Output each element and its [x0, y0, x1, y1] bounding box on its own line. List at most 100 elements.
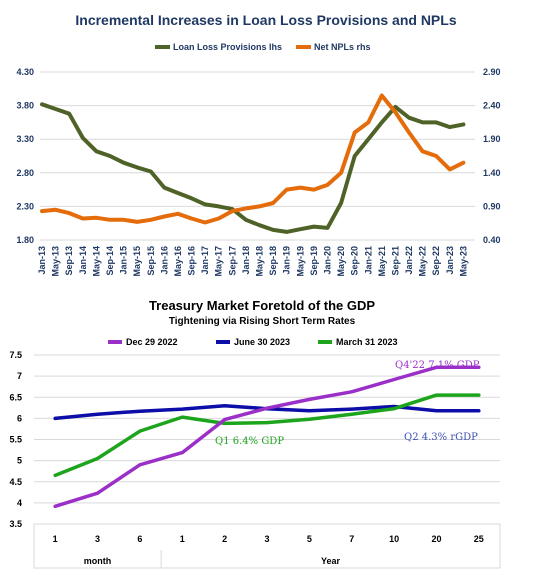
chart1-npl-point: [176, 212, 180, 215]
chart2-y-tick-label: 4: [17, 498, 22, 508]
chart1-x-tick-label: Sep-16: [187, 246, 197, 276]
chart2-mar-2023-point: [180, 415, 184, 419]
chart1-llp-point: [217, 205, 220, 208]
chart2-y-tick-label: 3.5: [9, 519, 22, 529]
legend-llp-label: Loan Loss Provisions lhs: [173, 42, 282, 52]
chart2-group-label-month: month: [84, 556, 112, 566]
chart2-jun-2023-point: [53, 416, 57, 420]
chart1-x-tick-label: Sep-13: [64, 246, 74, 276]
chart2-jun-2023-point: [435, 409, 438, 413]
chart1-x-tick-label: May-17: [214, 246, 224, 277]
chart1-npl-point: [122, 218, 125, 221]
chart2-dec-2022-point: [392, 378, 396, 381]
chart2-group-label-year: Year: [321, 556, 341, 566]
chart1-x-tick-label: Jan-23: [445, 246, 455, 275]
chart2-x-axis: 1 3 6 1 2 3 5 7 10 20 25 month Year: [33, 523, 501, 569]
chart1-llp-point: [407, 116, 411, 119]
chart2-dec-2022-point: [180, 451, 184, 455]
chart1-x-tick-label: Jan-17: [200, 246, 210, 275]
chart1-llp-point: [163, 186, 166, 189]
chart2-y-axis: 3.5 4 4.5 5 5.5 6 6.5 7 7.5: [9, 350, 22, 529]
chart2-jun-2023-point: [180, 407, 184, 411]
chart2-x-tick-label: 3: [95, 534, 100, 544]
chart1-llp-point: [81, 136, 85, 140]
chart1-npl-point: [312, 188, 316, 191]
chart1-npl-point: [285, 188, 288, 191]
chart1-npl-point: [68, 211, 71, 215]
chart1-llp-point: [95, 150, 98, 153]
chart1-npl-point: [448, 168, 451, 171]
chart2-dec-2022-point: [435, 365, 438, 369]
chart2-dec-2022-point: [53, 504, 57, 508]
chart2-jun-2023-point: [138, 409, 142, 413]
legend-dec-label: Dec 29 2022: [126, 337, 178, 347]
chart1-npl-point: [380, 94, 383, 97]
chart2-x-tick-label: 6: [137, 534, 142, 544]
chart1-llp-point: [367, 138, 370, 141]
chart1-llp-point: [339, 201, 343, 205]
chart1-x-tick-label: Sep-18: [268, 246, 278, 276]
chart1-npl-point: [462, 161, 465, 164]
chart1-npl-point: [54, 208, 57, 211]
chart2-x-tick-label: 1: [53, 534, 58, 544]
chart1-llp-point: [394, 105, 397, 109]
chart1-npl-point: [203, 221, 207, 224]
chart1-x-tick-label: Sep-19: [309, 246, 319, 276]
chart2-y-tick-label: 4.5: [9, 477, 22, 487]
chart1-llp-point: [244, 218, 248, 221]
chart1-npl-point: [407, 131, 411, 134]
chart1-title: Incremental Increases in Loan Loss Provi…: [75, 12, 456, 28]
chart1-left-tick-label: 3.30: [16, 134, 34, 144]
chart1-x-tick-label: Jan-21: [363, 246, 373, 275]
chart1-x-tick-label: May-13: [51, 246, 61, 277]
chart1-x-tick-label: May-21: [377, 246, 387, 277]
chart1-npl-line: [40, 93, 466, 225]
chart2-mar-2023-point: [435, 393, 438, 397]
chart2-jun-2023-point: [477, 409, 481, 413]
chart1-right-tick-label: 1.40: [483, 168, 501, 178]
chart1-llp-point: [462, 123, 465, 126]
chart1-npl-point: [435, 154, 438, 158]
chart1-npl-point: [271, 201, 275, 205]
chart2-mar-2023-point: [223, 421, 227, 425]
chart1-npl-point: [394, 111, 397, 114]
chart1-npl-point: [217, 217, 220, 220]
chart1-npl-point: [367, 121, 370, 124]
chart2-x-tick-label: 5: [307, 534, 312, 544]
chart1-llp-point: [312, 225, 316, 228]
chart2-y-tick-label: 6.5: [9, 392, 22, 402]
legend-npl-label: Net NPLs rhs: [314, 42, 371, 52]
chart2-dec-2022-point: [138, 463, 142, 467]
chart1-npl-point: [258, 205, 261, 208]
chart2-y-tick-label: 7: [17, 371, 22, 381]
chart1-right-tick-label: 2.90: [483, 67, 501, 77]
chart2-mar-2023-point: [96, 457, 99, 460]
chart1-npl-point: [40, 209, 44, 213]
chart1-left-tick-label: 4.30: [16, 67, 34, 77]
chart2-category-table: [33, 523, 501, 569]
chart1-x-tick-label: Jan-16: [159, 246, 169, 275]
chart1-llp-point: [299, 228, 302, 231]
chart1-llp-point: [122, 161, 125, 164]
chart1-llp-point: [136, 166, 139, 169]
legend-jun-label: June 30 2023: [234, 337, 290, 347]
chart1-x-tick-label: May-19: [295, 246, 305, 277]
chart1-right-tick-label: 2.40: [483, 101, 501, 111]
annotation-q1: Q1 6.4% GDP: [215, 436, 284, 447]
chart2-jun-2023-point: [223, 404, 227, 408]
chart1-npl-point: [299, 186, 302, 189]
chart1-legend: Loan Loss Provisions lhs Net NPLs rhs: [155, 42, 371, 52]
chart1-right-tick-label: 1.90: [483, 134, 501, 144]
chart1-llp-point: [353, 154, 356, 158]
chart1-npl-point: [81, 217, 85, 220]
chart2-legend: Dec 29 2022 June 30 2023 March 31 2023: [108, 337, 398, 347]
chart1-llp-point: [190, 197, 193, 200]
chart2-dec-2022-point: [265, 406, 269, 410]
chart1-npl-point: [190, 217, 193, 220]
chart1-left-tick-label: 3.80: [16, 101, 34, 111]
chart1-npl-point: [231, 209, 234, 213]
chart1-x-tick-label: Sep-22: [431, 246, 441, 276]
annotation-q4: Q4'22 7.1% GDP: [395, 360, 480, 371]
chart1-llp-point: [40, 103, 44, 106]
